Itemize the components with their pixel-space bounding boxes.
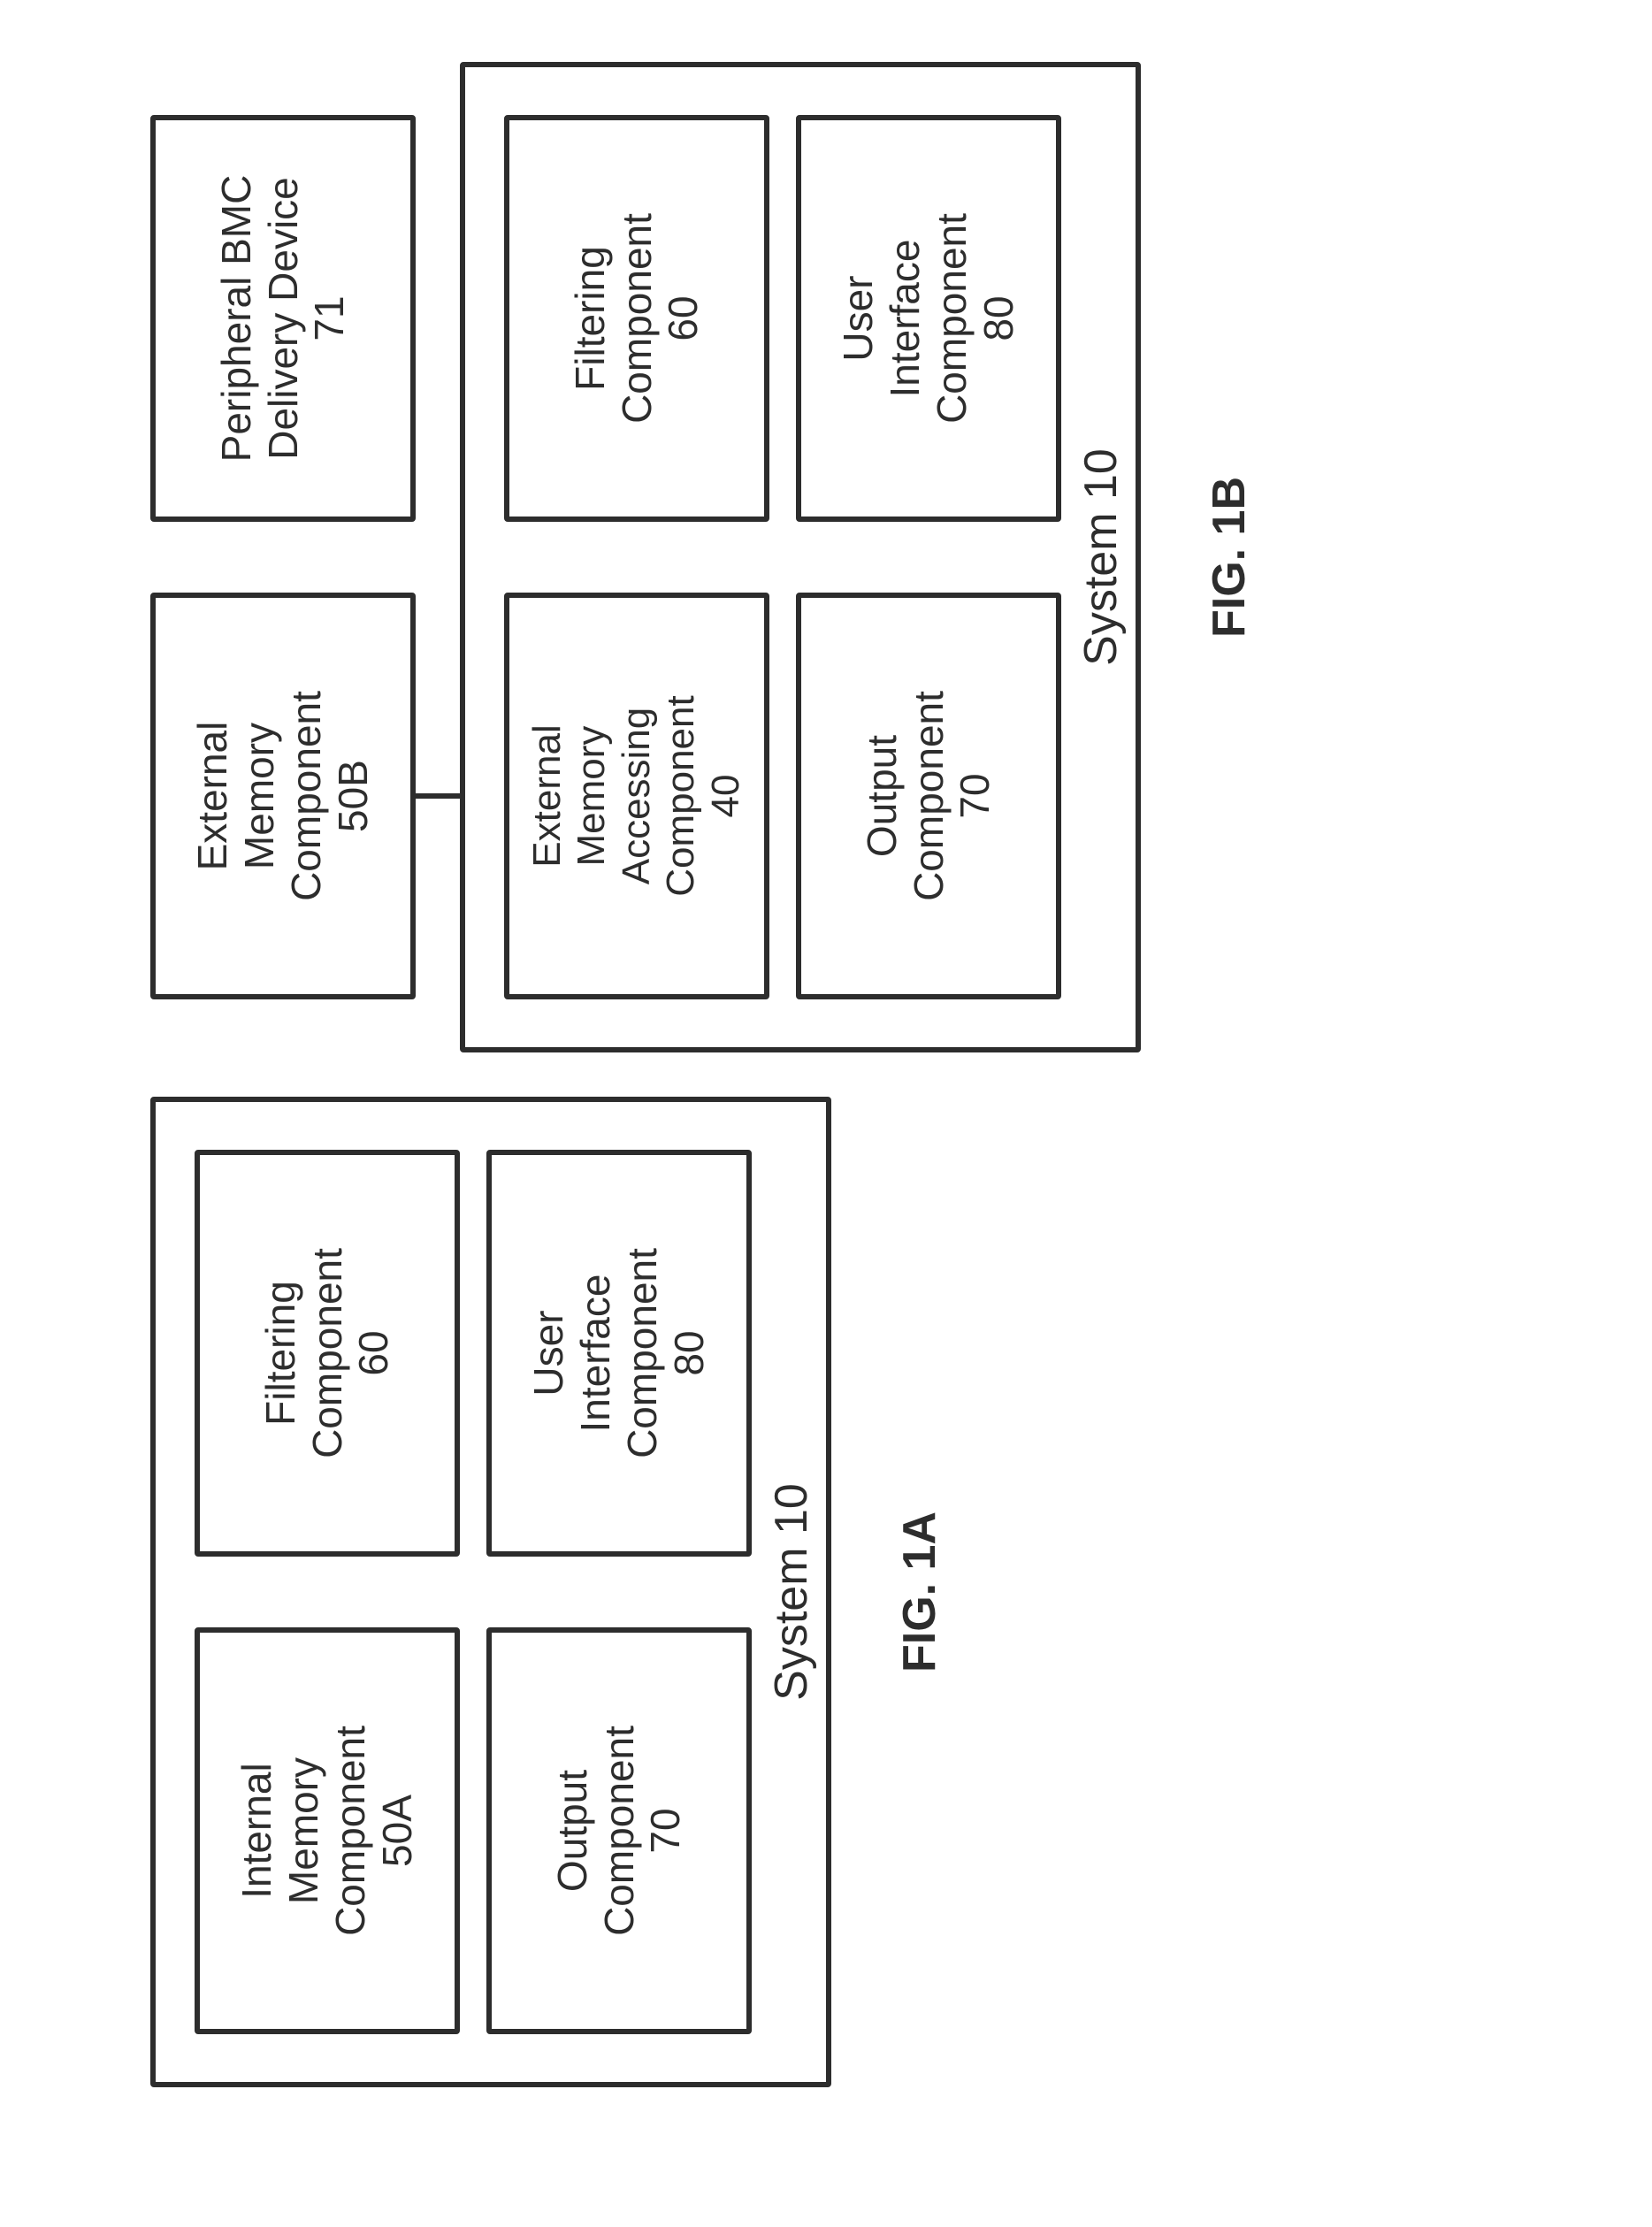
fig-1b-filtering-label: FilteringComponent60: [567, 213, 707, 424]
fig-1a-internal-memory-label: InternalMemoryComponent50A: [233, 1726, 421, 1936]
fig-1a-user-interface-label: UserInterfaceComponent80: [525, 1248, 713, 1458]
fig-1a-internal-memory-box: InternalMemoryComponent50A: [195, 1627, 460, 2034]
fig-1b-ext-mem-access-label: ExternalMemoryAccessingComponent40: [525, 695, 749, 896]
fig-1b-filtering-box: FilteringComponent60: [504, 115, 769, 522]
fig-1a-caption-text: FIG. 1A: [894, 1511, 945, 1672]
fig-1b-external-memory-box: ExternalMemoryComponent50B: [150, 593, 416, 999]
fig-1a-user-interface-box: UserInterfaceComponent80: [486, 1150, 752, 1557]
fig-1b-ext-mem-access-box: ExternalMemoryAccessingComponent40: [504, 593, 769, 999]
fig-1a-output-box: OutputComponent70: [486, 1627, 752, 2034]
fig-1b-peripheral-bmc-label: Peripheral BMCDelivery Device71: [213, 175, 354, 463]
fig-1a-system-label-text: System 10: [766, 1483, 817, 1701]
fig-1b-output-label: OutputComponent70: [859, 691, 999, 901]
fig-1a-filtering-box: FilteringComponent60: [195, 1150, 460, 1557]
fig-1b-system-label: System 10: [1075, 62, 1128, 1052]
fig-1b-user-interface-label: UserInterfaceComponent80: [835, 213, 1022, 424]
fig-1b-group: ExternalMemoryComponent50B Peripheral BM…: [150, 62, 1344, 1052]
fig-1b-connector-line: [416, 793, 460, 799]
fig-1b-user-interface-box: UserInterfaceComponent80: [796, 115, 1061, 522]
fig-1a-output-label: OutputComponent70: [549, 1726, 690, 1936]
fig-1a-caption: FIG. 1A: [893, 1097, 946, 2087]
fig-1a-system-label: System 10: [765, 1097, 818, 2087]
fig-1a-group: InternalMemoryComponent50A FilteringComp…: [150, 1097, 1035, 2087]
fig-1b-caption: FIG. 1B: [1203, 62, 1256, 1052]
fig-1b-system-label-text: System 10: [1075, 448, 1127, 666]
fig-1b-peripheral-bmc-box: Peripheral BMCDelivery Device71: [150, 115, 416, 522]
fig-1b-caption-text: FIG. 1B: [1204, 477, 1255, 638]
page: InternalMemoryComponent50A FilteringComp…: [0, 0, 1652, 2227]
fig-1b-external-memory-label: ExternalMemoryComponent50B: [189, 691, 377, 901]
fig-1a-filtering-label: FilteringComponent60: [257, 1248, 398, 1458]
fig-1b-output-box: OutputComponent70: [796, 593, 1061, 999]
